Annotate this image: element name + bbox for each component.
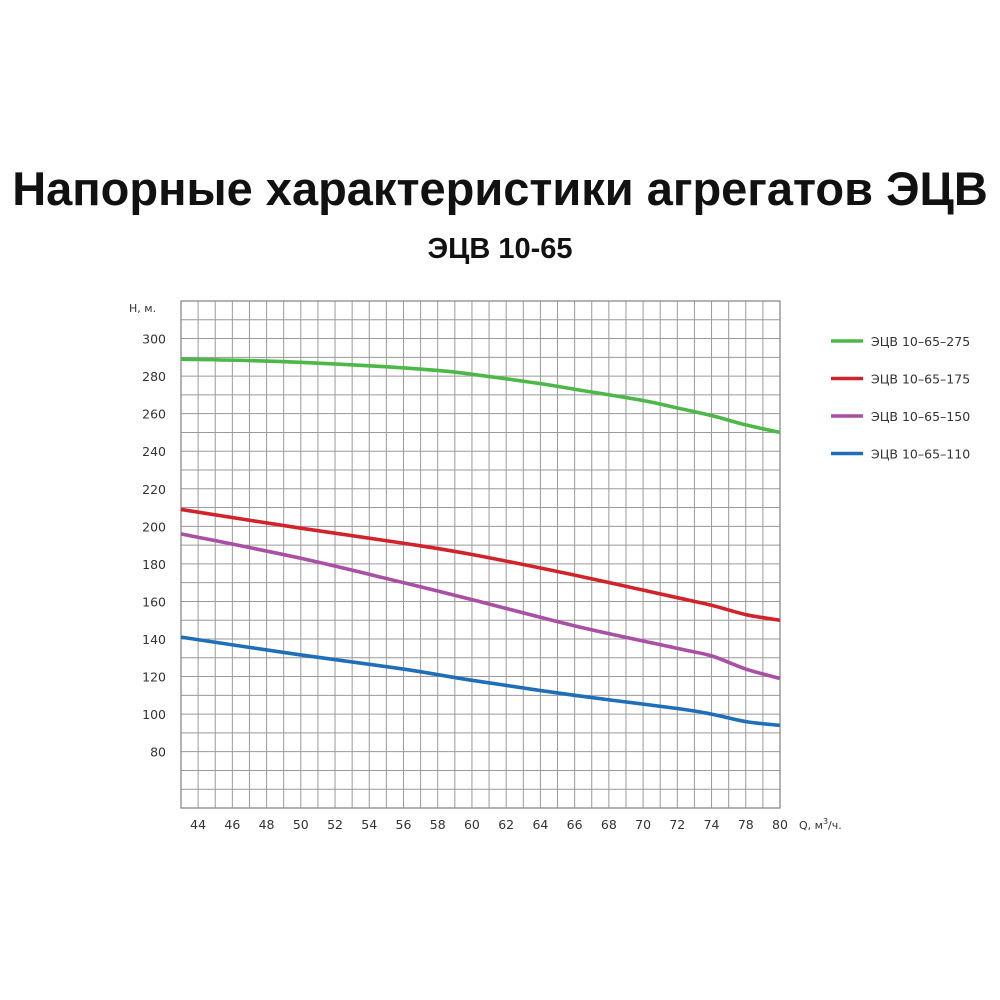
x-tick-label: 54: [361, 817, 377, 832]
y-tick-label: 160: [142, 594, 166, 609]
y-tick-label: 100: [142, 707, 166, 722]
y-tick-label: 240: [142, 444, 166, 459]
x-tick-label: 58: [430, 817, 446, 832]
y-tick-label: 180: [142, 557, 166, 572]
x-tick-label: 44: [190, 817, 206, 832]
y-tick-label: 140: [142, 632, 166, 647]
series-line: [180, 507, 781, 622]
y-tick-label: 200: [142, 519, 166, 534]
x-tick-label: 46: [224, 817, 240, 832]
series-line: [180, 357, 781, 435]
series-lines: [180, 357, 781, 728]
x-tick-label: 80: [772, 817, 788, 832]
y-tick-label: 300: [142, 332, 166, 347]
x-tick-label: 60: [464, 817, 480, 832]
legend: ЭЦВ 10–65–275 ЭЦВ 10–65–175 ЭЦВ 10–65–150 Э…: [831, 334, 970, 462]
chart-title: Напорные характеристики агрегатов ЭЦВ: [12, 162, 988, 215]
y-tick-label: 220: [142, 482, 166, 497]
x-tick-label: 48: [259, 817, 275, 832]
x-axis-label: Q, м3/ч.: [799, 817, 842, 832]
plot-border: [180, 300, 781, 809]
x-tick-label: 64: [532, 817, 548, 832]
x-tick-label: 72: [669, 817, 685, 832]
x-tick-label: 74: [704, 817, 720, 832]
chart-subtitle: ЭЦВ 10-65: [428, 233, 573, 265]
y-tick-label: 280: [142, 369, 166, 384]
legend-label: ЭЦВ 10–65–275: [871, 334, 970, 349]
y-tick-label: 260: [142, 407, 166, 422]
x-tick-label: 70: [635, 817, 651, 832]
x-tick-label: 68: [601, 817, 617, 832]
x-tick-label: 50: [293, 817, 309, 832]
grid: [180, 300, 781, 809]
y-axis-ticks: 300 280 260 240 220 200 180 160 140 120 100 80: [142, 332, 166, 760]
y-axis-label: H, м.: [129, 302, 156, 315]
legend-label: ЭЦВ 10–65–175: [871, 372, 970, 387]
x-tick-label: 56: [396, 817, 412, 832]
y-tick-label: 120: [142, 670, 166, 685]
x-tick-label: 62: [498, 817, 514, 832]
series-line: [180, 532, 781, 681]
y-tick-label: 80: [150, 745, 166, 760]
legend-label: ЭЦВ 10–65–110: [871, 447, 970, 462]
x-tick-label: 52: [327, 817, 343, 832]
x-axis-ticks: 44 46 48 50 52 54 56 58 60 62 64 66 68 70 72 74 78 80: [190, 817, 788, 832]
x-tick-label: 66: [567, 817, 583, 832]
x-tick-label: 78: [738, 817, 754, 832]
series-line: [180, 635, 781, 728]
legend-label: ЭЦВ 10–65–150: [871, 409, 970, 424]
